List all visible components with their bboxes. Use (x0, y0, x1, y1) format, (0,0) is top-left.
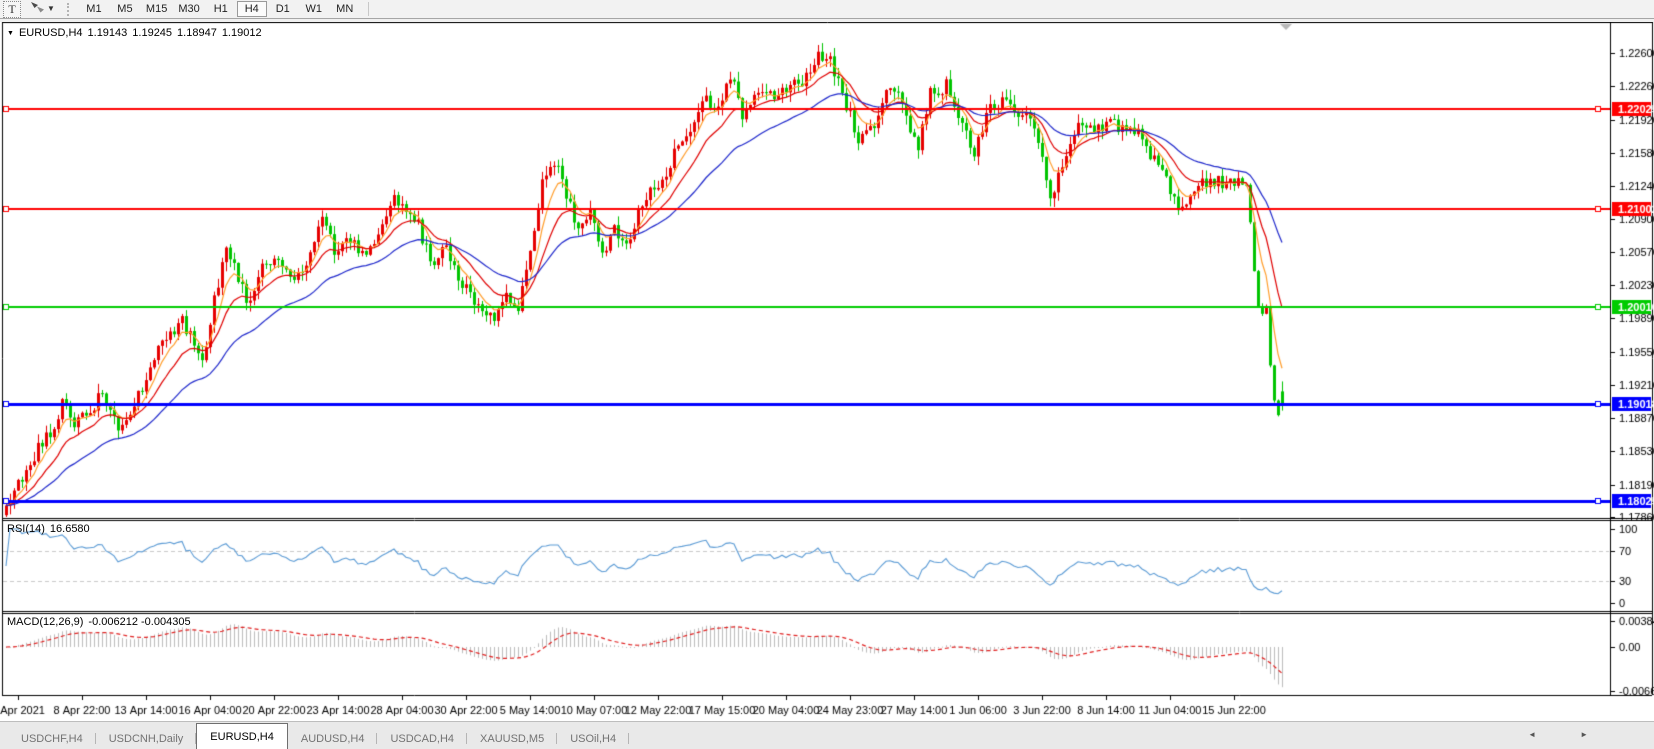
ohlc-high: 1.19245 (132, 27, 173, 39)
symbol-tab-bar: USDCHF,H4 USDCNH,Daily EURUSD,H4 AUDUSD,H4 U… (0, 721, 1654, 749)
macd-name: MACD(12,26,9) (7, 616, 84, 628)
timeframe-h1[interactable]: H1 (206, 1, 236, 17)
rsi-name: RSI(14) (7, 523, 45, 535)
symbol-tab-label: USDCAD,H4 (390, 732, 455, 745)
rsi-value: 16.6580 (49, 523, 90, 535)
tab-scroll-left-icon[interactable]: ◄ (1528, 730, 1536, 739)
symbol-tab-label: AUDUSD,H4 (300, 732, 365, 745)
symbol-tab-label: USDCHF,H4 (21, 732, 83, 745)
timeframe-m1[interactable]: M1 (79, 1, 109, 17)
timeframe-w1[interactable]: W1 (299, 1, 329, 17)
toolbar-grip[interactable] (66, 2, 72, 16)
timeframe-buttons: M1 M5 M15 M30 H1 H4 D1 W1 MN (79, 1, 360, 17)
chart-header: ▼ EURUSD,H4 1.19143 1.19245 1.18947 1.19012 (7, 27, 262, 39)
symbol-tab-usdcnh-daily[interactable]: USDCNH,Daily (96, 728, 197, 749)
symbol-tab-label: USDCNH,Daily (108, 732, 184, 745)
toolbar: T ▼ M1 M5 M15 M30 H1 H4 D1 W1 MN (0, 0, 1654, 19)
toolbar-separator (367, 2, 369, 16)
timeframe-h4[interactable]: H4 (236, 1, 267, 17)
ohlc-open: 1.19143 (87, 27, 128, 39)
symbol-tab-label: XAUUSD,M5 (480, 732, 545, 745)
macd-indicator-label: MACD(12,26,9) -0.006212 -0.004305 (7, 616, 191, 628)
symbol-tab-xauusd-m5[interactable]: XAUUSD,M5 (467, 728, 558, 749)
symbol-label: EURUSD,H4 (18, 27, 83, 39)
timeframe-d1[interactable]: D1 (268, 1, 298, 17)
text-tool-button[interactable]: T (3, 0, 21, 18)
chevron-down-icon: ▼ (47, 4, 55, 13)
ohlc-close: 1.19012 (221, 27, 262, 39)
tab-strip: USDCHF,H4 USDCNH,Daily EURUSD,H4 AUDUSD,H4 U… (8, 723, 629, 749)
symbol-tab-usoil-h4[interactable]: USOil,H4 (557, 728, 629, 749)
cursor-tool-icon (30, 0, 45, 18)
macd-values: -0.006212 -0.004305 (88, 616, 191, 628)
symbol-tab-label: EURUSD,H4 (210, 730, 274, 743)
chart-canvas[interactable] (0, 22, 1654, 722)
timeframe-m5[interactable]: M5 (110, 1, 140, 17)
symbol-tab-eurusd-h4[interactable]: EURUSD,H4 (196, 723, 288, 749)
symbol-tab-usdcad-h4[interactable]: USDCAD,H4 (377, 728, 467, 749)
ohlc-low: 1.18947 (177, 27, 217, 39)
cursor-tool-button[interactable]: ▼ (27, 0, 58, 19)
timeframe-mn[interactable]: MN (330, 1, 360, 17)
timeframe-m15[interactable]: M15 (141, 1, 172, 17)
symbol-tab-label: USOil,H4 (570, 732, 617, 745)
timeframe-m30[interactable]: M30 (173, 1, 204, 17)
symbol-collapse-icon[interactable]: ▼ (7, 29, 14, 37)
symbol-tab-usdchf-h4[interactable]: USDCHF,H4 (8, 728, 96, 749)
tab-scroll-right-icon[interactable]: ► (1580, 730, 1588, 739)
symbol-tab-audusd-h4[interactable]: AUDUSD,H4 (288, 728, 378, 749)
rsi-indicator-label: RSI(14) 16.6580 (7, 523, 90, 535)
